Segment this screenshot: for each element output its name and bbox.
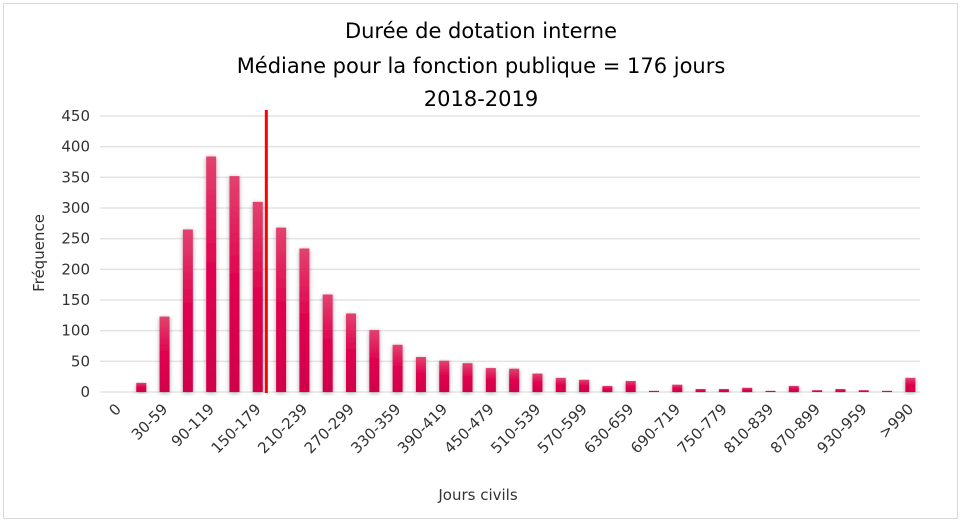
chart-frame bbox=[3, 3, 958, 519]
bar-180-209 bbox=[276, 227, 287, 392]
bar-360-389 bbox=[415, 357, 426, 392]
y-tick-label: 400 bbox=[61, 138, 90, 156]
bar-840-869 bbox=[788, 385, 799, 392]
y-tick-label: 50 bbox=[71, 352, 90, 370]
y-tick-label: 450 bbox=[61, 107, 90, 125]
bar-540-569 bbox=[555, 377, 566, 392]
x-tick-label: 0 bbox=[105, 400, 124, 419]
bar-60-89 bbox=[182, 229, 193, 392]
chart-title-line-2: Médiane pour la fonction publique = 176 … bbox=[237, 54, 726, 78]
x-tick-label: >990 bbox=[875, 400, 917, 442]
bar-870-899 bbox=[812, 390, 823, 392]
x-tick-label: 570-599 bbox=[534, 400, 591, 457]
bar-930-959 bbox=[858, 390, 869, 392]
bar->990 bbox=[905, 377, 916, 392]
bar-330-359 bbox=[392, 344, 403, 392]
bar-630-659 bbox=[625, 380, 636, 392]
y-tick-label: 250 bbox=[61, 230, 90, 248]
bar-390-419 bbox=[439, 360, 450, 392]
x-tick-label: 210-239 bbox=[254, 400, 311, 457]
bar-270-299 bbox=[346, 313, 357, 392]
x-tick-label: 690-719 bbox=[627, 400, 684, 457]
bar-810-839 bbox=[765, 390, 776, 392]
bar-480-509 bbox=[509, 368, 520, 392]
bar-150-179 bbox=[252, 201, 263, 392]
x-tick-label: 510-539 bbox=[487, 400, 544, 457]
y-tick-label: 200 bbox=[61, 260, 90, 278]
x-tick-label: 810-839 bbox=[720, 400, 777, 457]
y-tick-label: 0 bbox=[80, 383, 90, 401]
x-tick-label: 30-59 bbox=[128, 400, 172, 444]
chart-title-line-3: 2018-2019 bbox=[424, 87, 538, 111]
bar-960-989 bbox=[882, 390, 893, 392]
bar-660-689 bbox=[648, 390, 659, 392]
bar-570-599 bbox=[579, 379, 590, 392]
y-tick-label: 100 bbox=[61, 322, 90, 340]
bar-690-719 bbox=[672, 384, 683, 392]
bar-90-119 bbox=[206, 156, 217, 392]
bar-900-929 bbox=[835, 388, 846, 392]
bar-720-749 bbox=[695, 388, 706, 392]
y-tick-label: 300 bbox=[61, 199, 90, 217]
x-tick-label: 930-959 bbox=[814, 400, 871, 457]
x-tick-label: 630-659 bbox=[580, 400, 637, 457]
x-tick-label: 270-299 bbox=[301, 400, 358, 457]
bar-1-29 bbox=[136, 382, 147, 392]
x-tick-label: 390-419 bbox=[394, 400, 451, 457]
y-tick-label: 150 bbox=[61, 291, 90, 309]
bar-240-269 bbox=[322, 294, 333, 392]
x-tick-label: 750-779 bbox=[674, 400, 731, 457]
y-tick-label: 350 bbox=[61, 168, 90, 186]
bar-300-329 bbox=[369, 330, 380, 392]
x-tick-label: 870-899 bbox=[767, 400, 824, 457]
bar-780-809 bbox=[742, 387, 753, 392]
bar-210-239 bbox=[299, 248, 310, 392]
y-axis-title: Fréquence bbox=[30, 214, 48, 292]
bar-510-539 bbox=[532, 373, 543, 392]
chart-title-line-1: Durée de dotation interne bbox=[345, 19, 617, 43]
bar-420-449 bbox=[462, 363, 473, 392]
bar-450-479 bbox=[485, 368, 496, 392]
x-axis-title: Jours civils bbox=[437, 486, 517, 504]
x-tick-label: 150-179 bbox=[208, 400, 265, 457]
bar-30-59 bbox=[159, 316, 170, 392]
x-tick-label: 450-479 bbox=[441, 400, 498, 457]
bar-600-629 bbox=[602, 385, 613, 392]
bar-750-779 bbox=[718, 388, 729, 392]
bar-120-149 bbox=[229, 176, 240, 392]
x-tick-label: 330-359 bbox=[347, 400, 404, 457]
